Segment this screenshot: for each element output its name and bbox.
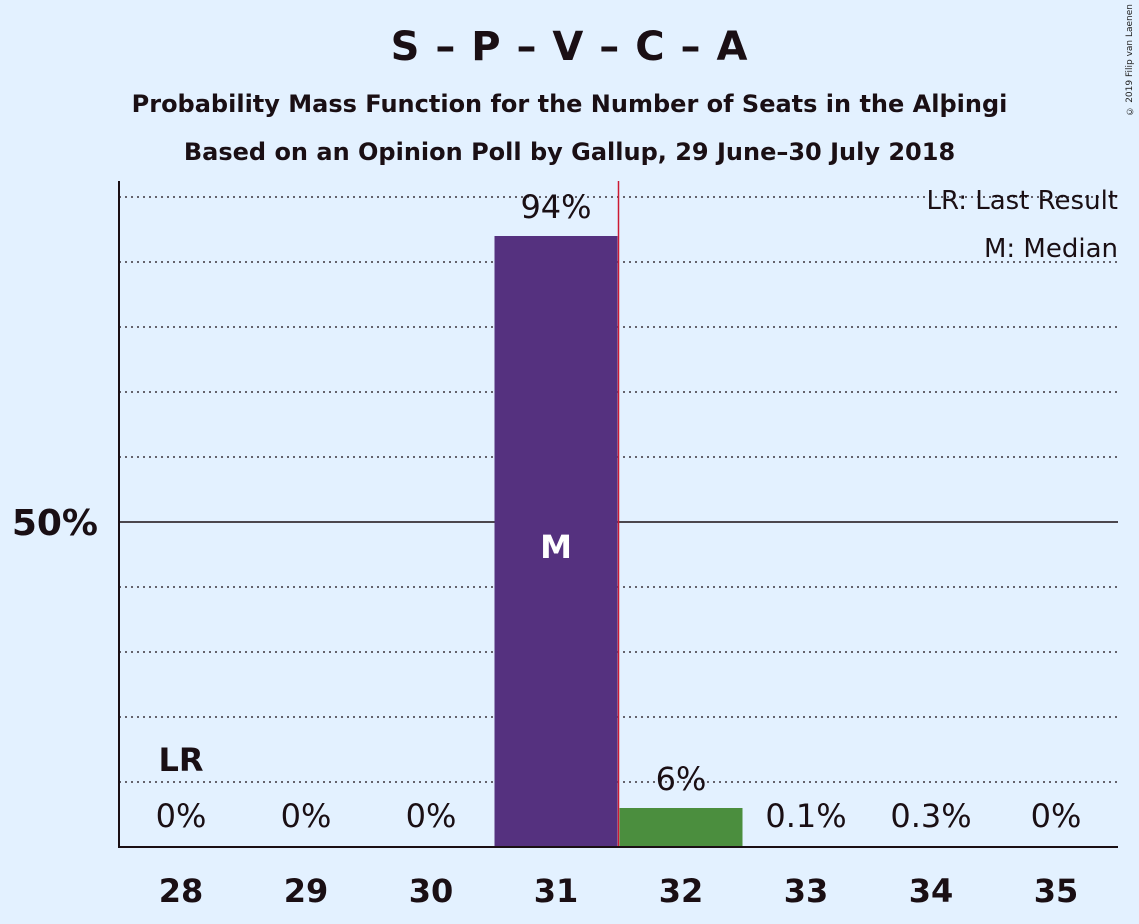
value-label-28: 0% (156, 797, 207, 835)
value-label-32: 6% (656, 760, 707, 798)
x-tick-label-28: 28 (159, 872, 204, 910)
value-label-33: 0.1% (765, 797, 846, 835)
chart-subtitle-2: Based on an Opinion Poll by Gallup, 29 J… (183, 138, 956, 166)
x-tick-label-34: 34 (909, 872, 954, 910)
chart-title: S – P – V – C – A (390, 24, 749, 70)
legend-median: M: Median (984, 234, 1118, 264)
value-label-29: 0% (281, 797, 332, 835)
value-label-34: 0.3% (890, 797, 971, 835)
x-tick-label-30: 30 (409, 872, 454, 910)
legend-last-result: LR: Last Result (926, 186, 1118, 216)
x-tick-label-31: 31 (534, 872, 579, 910)
bar-31 (494, 236, 618, 847)
value-label-35: 0% (1031, 797, 1082, 835)
y-tick-label: 50% (12, 503, 98, 544)
median-marker: M (540, 528, 572, 566)
x-tick-label-35: 35 (1034, 872, 1079, 910)
value-label-30: 0% (406, 797, 457, 835)
value-label-31: 94% (520, 188, 591, 226)
chart-subtitle-1: Probability Mass Function for the Number… (131, 90, 1008, 118)
x-tick-label-32: 32 (659, 872, 704, 910)
bar-32 (619, 808, 743, 847)
x-tick-label-33: 33 (784, 872, 829, 910)
last-result-marker: LR (158, 741, 203, 779)
x-tick-label-29: 29 (284, 872, 329, 910)
